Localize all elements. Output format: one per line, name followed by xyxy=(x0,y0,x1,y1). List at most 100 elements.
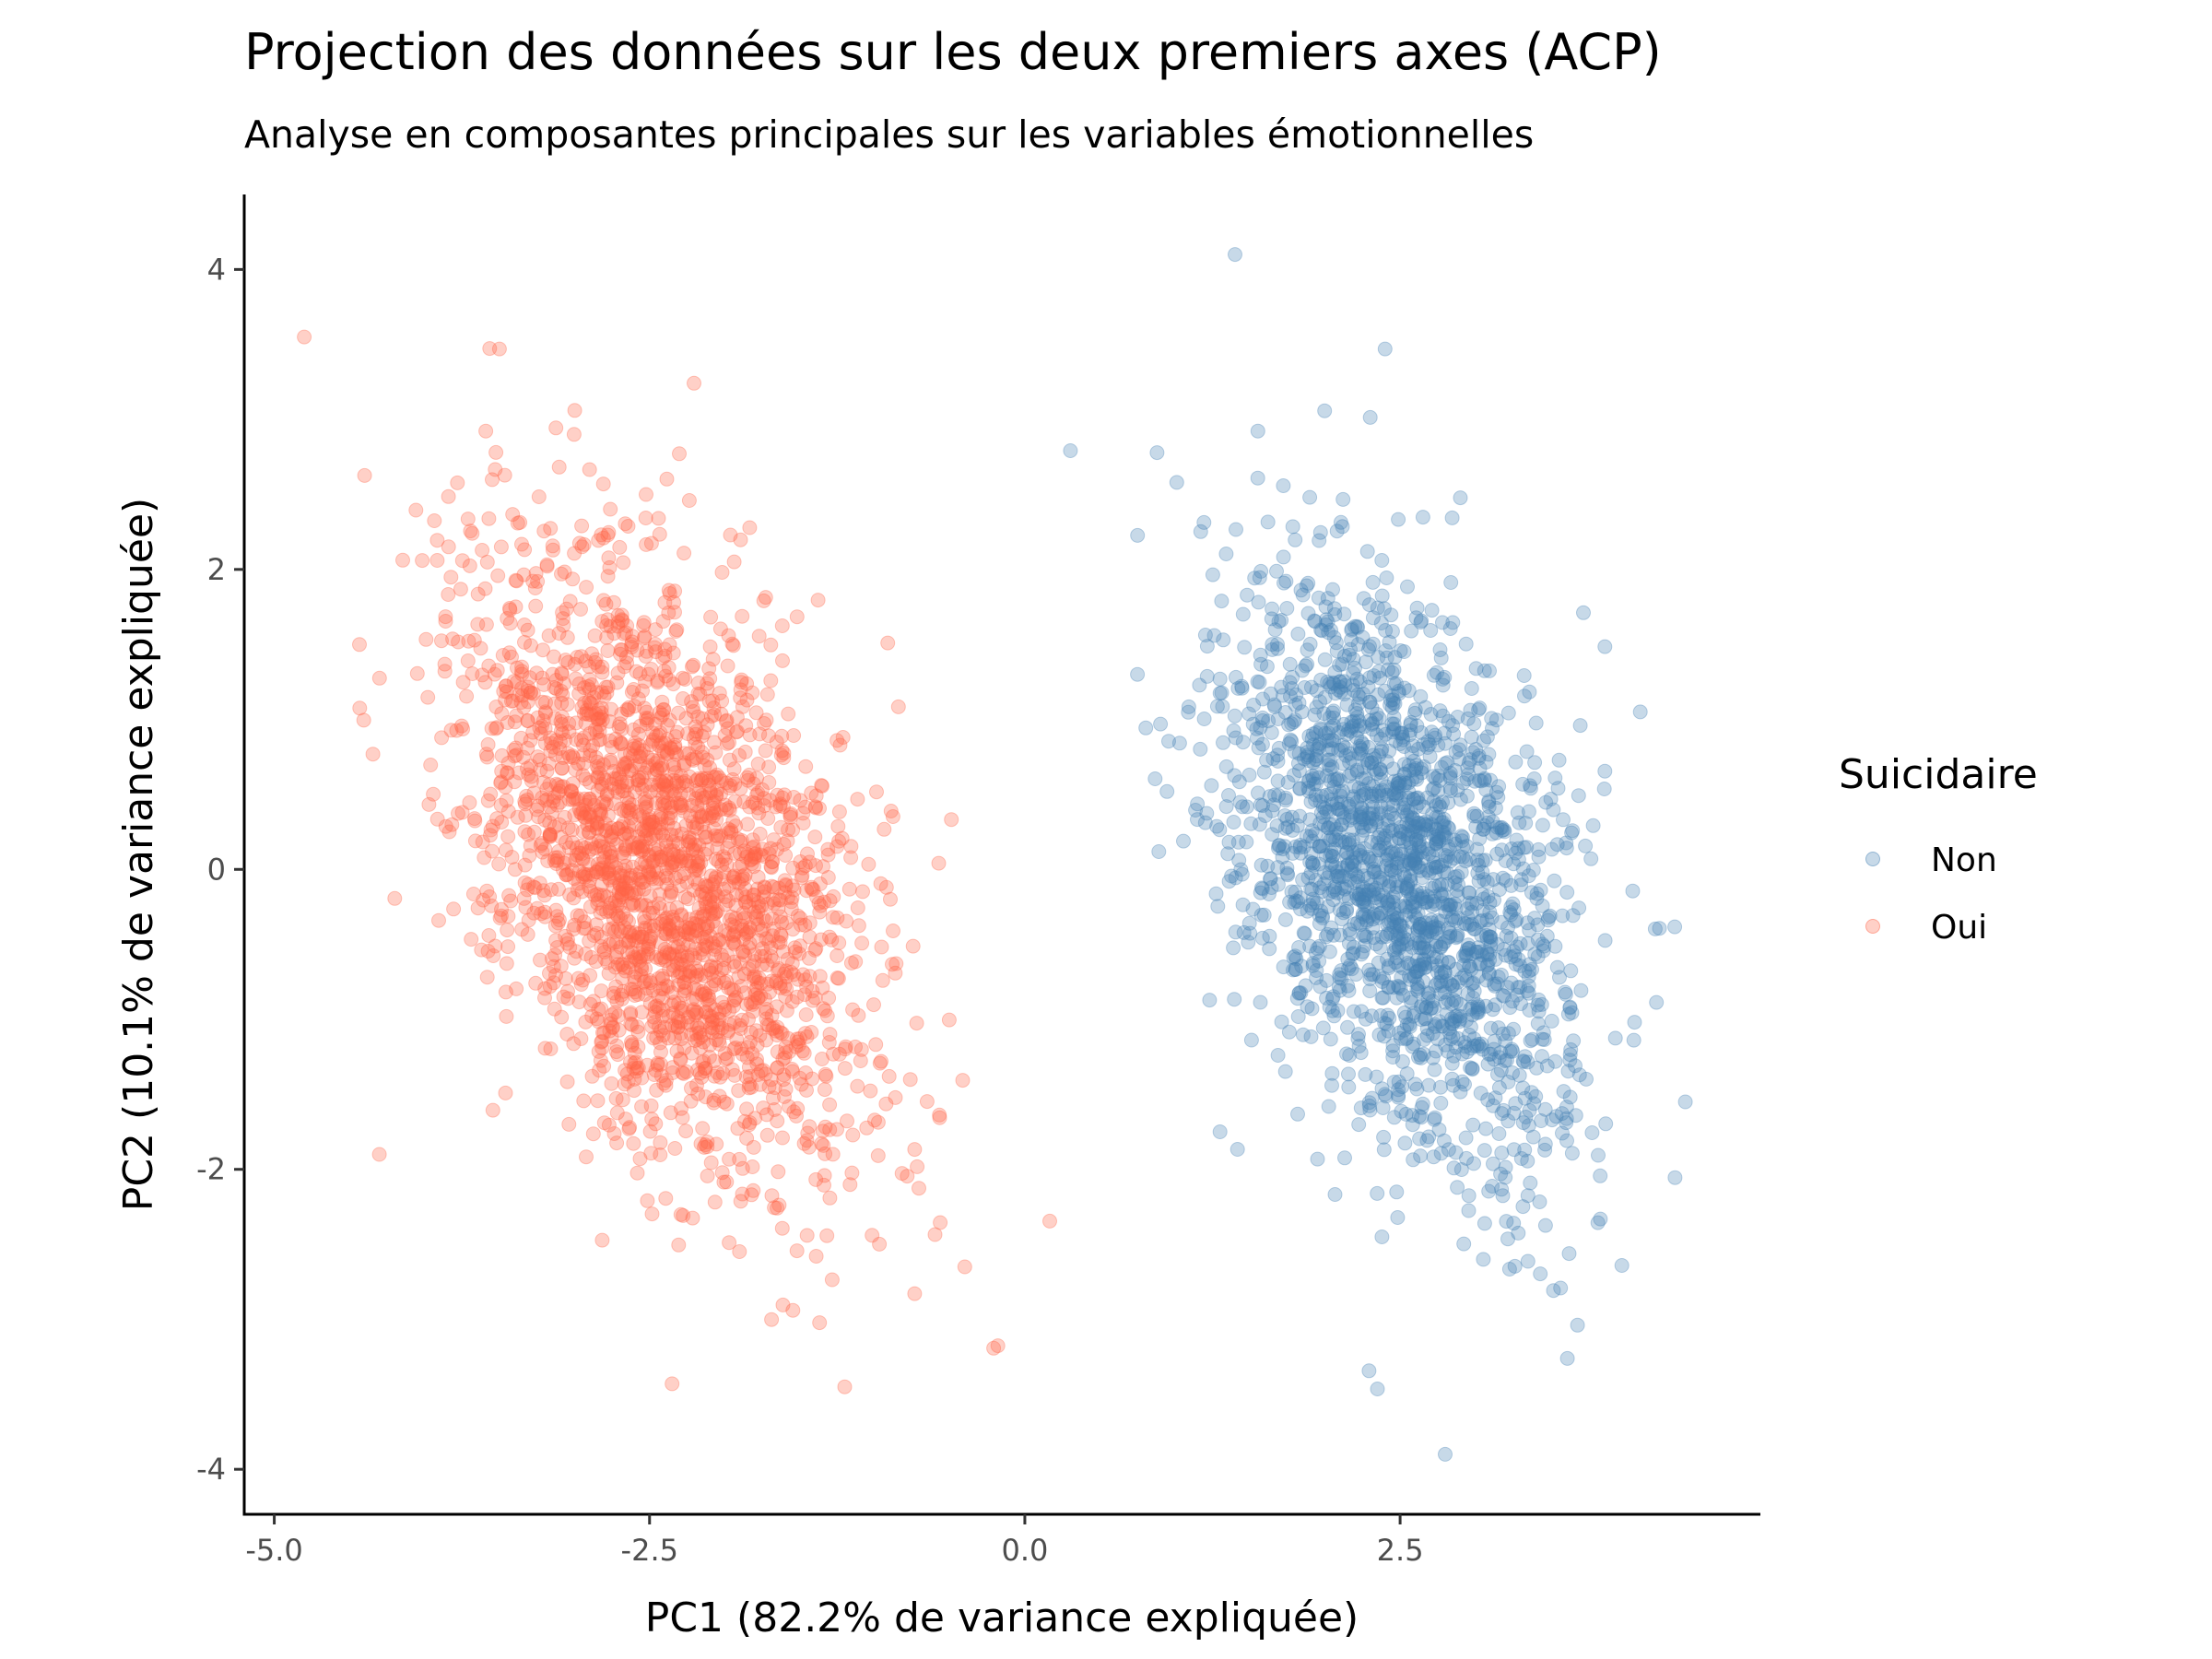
data-point-non xyxy=(1488,825,1504,841)
data-point-oui xyxy=(727,794,743,809)
data-point-non xyxy=(1367,864,1382,879)
data-point-non xyxy=(1264,724,1279,740)
data-point-oui xyxy=(957,1259,972,1275)
data-point-oui xyxy=(532,876,547,891)
data-point-non xyxy=(1312,839,1327,854)
data-point-non xyxy=(1313,805,1329,820)
data-point-non xyxy=(1229,522,1243,537)
data-point-non xyxy=(1359,544,1375,559)
data-point-non xyxy=(1441,955,1456,971)
data-point-non xyxy=(1373,788,1389,804)
data-point-non xyxy=(1371,786,1387,801)
data-point-oui xyxy=(672,446,687,462)
data-point-non xyxy=(1365,722,1380,737)
data-point-non xyxy=(1626,1032,1641,1048)
data-point-non xyxy=(1288,961,1303,977)
data-point-non xyxy=(1410,906,1426,922)
data-point-non xyxy=(1442,925,1458,941)
data-point-oui xyxy=(720,658,735,674)
data-point-non xyxy=(1566,1033,1582,1049)
data-point-non xyxy=(1416,974,1431,990)
data-point-non xyxy=(1421,986,1437,1002)
data-point-non xyxy=(1318,618,1334,632)
data-point-non xyxy=(1438,904,1453,920)
data-point-non xyxy=(1430,859,1446,875)
data-point-non xyxy=(1329,868,1345,884)
data-point-non xyxy=(1529,890,1545,906)
data-point-non xyxy=(1262,789,1277,805)
data-point-non xyxy=(1382,692,1398,708)
data-point-non xyxy=(1376,601,1392,617)
data-point-non xyxy=(1445,978,1461,994)
data-point-non xyxy=(1288,697,1303,712)
data-point-oui xyxy=(617,783,632,799)
data-point-oui xyxy=(850,900,865,915)
data-point-non xyxy=(1504,994,1520,1009)
data-point-oui xyxy=(745,685,760,700)
y-tick-label: 2 xyxy=(207,552,226,587)
data-point-oui xyxy=(696,1053,712,1069)
data-point-non xyxy=(1372,906,1388,922)
data-point-non xyxy=(1542,908,1558,924)
data-point-non xyxy=(1237,640,1253,655)
data-point-non xyxy=(1386,662,1402,677)
data-point-non xyxy=(1336,606,1352,622)
data-point-non xyxy=(1221,834,1237,850)
data-point-oui xyxy=(509,747,524,763)
data-point-non xyxy=(1463,702,1478,718)
data-point-oui xyxy=(630,726,646,742)
data-point-oui xyxy=(467,833,483,849)
data-point-oui xyxy=(837,1379,853,1394)
data-point-non xyxy=(1407,969,1423,984)
data-point-non xyxy=(1371,842,1386,858)
data-point-non xyxy=(1378,1088,1394,1104)
data-point-non xyxy=(1322,999,1337,1015)
data-point-non xyxy=(1355,906,1371,922)
data-point-non xyxy=(1390,776,1406,792)
data-point-oui xyxy=(702,639,718,654)
data-point-non xyxy=(1424,881,1440,896)
data-point-non xyxy=(1310,1151,1325,1167)
data-point-oui xyxy=(647,767,663,782)
data-point-non xyxy=(1466,1038,1482,1053)
data-point-oui xyxy=(640,1193,655,1208)
data-point-oui xyxy=(673,1000,688,1016)
data-point-oui xyxy=(625,982,641,997)
data-point-non xyxy=(1505,1065,1520,1080)
data-point-non xyxy=(1446,851,1462,866)
data-point-oui xyxy=(795,967,811,982)
data-point-oui xyxy=(395,552,410,568)
data-point-oui xyxy=(711,853,726,869)
data-point-non xyxy=(1546,1283,1561,1299)
data-point-oui xyxy=(463,524,478,539)
data-point-oui xyxy=(371,670,387,686)
data-point-non xyxy=(1344,621,1359,637)
data-point-non xyxy=(1138,720,1154,735)
data-point-non xyxy=(1517,688,1532,704)
data-point-non xyxy=(1342,812,1358,828)
x-tick-label: -2.5 xyxy=(621,1533,678,1568)
data-point-oui xyxy=(818,1066,833,1082)
data-point-oui xyxy=(646,863,661,878)
data-point-non xyxy=(1344,861,1359,877)
data-point-non xyxy=(1508,913,1523,929)
data-point-oui xyxy=(592,724,607,739)
data-point-oui xyxy=(664,859,679,875)
data-point-non xyxy=(1450,1180,1465,1195)
data-point-non xyxy=(1441,794,1456,810)
data-point-oui xyxy=(443,570,459,585)
data-point-non xyxy=(1435,671,1451,687)
data-point-non xyxy=(1482,663,1497,678)
data-point-non xyxy=(1239,799,1254,815)
data-point-non xyxy=(1442,771,1458,786)
data-point-oui xyxy=(651,511,666,526)
data-point-oui xyxy=(707,1194,723,1210)
data-point-oui xyxy=(990,1338,1006,1354)
data-point-non xyxy=(1512,1067,1527,1083)
data-point-non xyxy=(1251,740,1266,756)
data-point-non xyxy=(1292,890,1308,906)
data-point-non xyxy=(1530,948,1546,964)
data-point-non xyxy=(1352,740,1368,756)
data-point-non xyxy=(1482,947,1498,962)
data-point-oui xyxy=(830,971,846,986)
